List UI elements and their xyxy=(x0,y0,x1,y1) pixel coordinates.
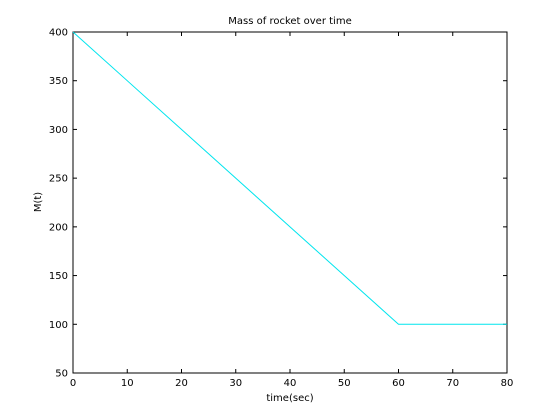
axis-ticks xyxy=(72,31,508,374)
y-tick-label-0: 50 xyxy=(55,369,68,380)
x-tick-label-2: 20 xyxy=(175,378,188,389)
x-tick-label-8: 80 xyxy=(501,378,514,389)
y-tick-label-7: 400 xyxy=(49,28,68,39)
x-tick-label-3: 30 xyxy=(229,378,242,389)
series-line-0 xyxy=(72,31,507,325)
tick-labels: 0 10 20 30 40 50 60 70 80 50 100 150 200 250 300 350 400 xyxy=(49,28,513,390)
x-tick-label-1: 10 xyxy=(121,378,134,389)
y-tick-label-2: 150 xyxy=(49,271,68,282)
x-tick-label-6: 60 xyxy=(392,378,405,389)
x-tick-label-4: 40 xyxy=(284,378,297,389)
x-tick-label-0: 0 xyxy=(70,378,76,389)
series-layer xyxy=(72,31,507,325)
x-tick-label-5: 50 xyxy=(338,378,351,389)
y-tick-label-1: 100 xyxy=(49,320,68,331)
y-tick-label-6: 350 xyxy=(49,76,68,87)
plot-area xyxy=(72,31,508,374)
y-tick-label-4: 250 xyxy=(49,174,68,185)
y-axis-title: M(t) xyxy=(33,192,44,212)
x-tick-label-7: 70 xyxy=(446,378,459,389)
y-tick-label-5: 300 xyxy=(49,125,68,136)
y-tick-label-3: 200 xyxy=(49,222,68,233)
x-axis-title: time(sec) xyxy=(266,393,313,404)
chart-title: Mass of rocket over time xyxy=(228,16,351,27)
